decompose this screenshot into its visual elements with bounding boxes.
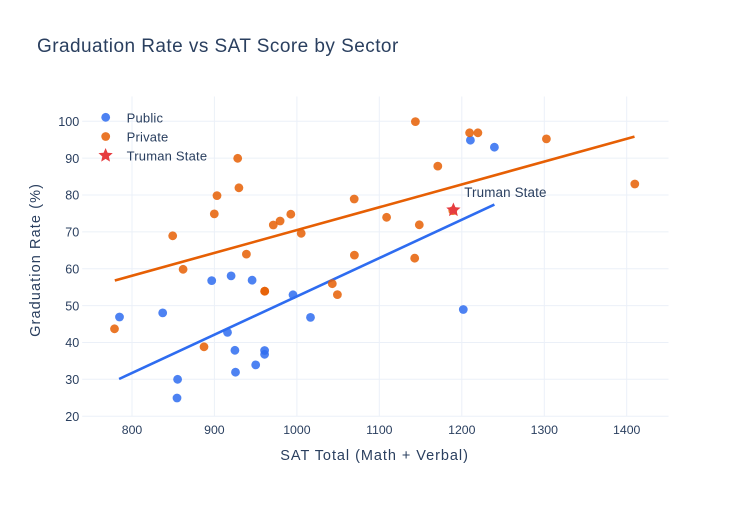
svg-text:SAT Total (Math + Verbal): SAT Total (Math + Verbal) xyxy=(280,448,469,464)
svg-text:80: 80 xyxy=(65,189,79,203)
svg-text:90: 90 xyxy=(65,152,79,166)
svg-text:70: 70 xyxy=(65,226,79,240)
svg-text:900: 900 xyxy=(204,423,225,437)
svg-text:Truman State: Truman State xyxy=(464,185,546,200)
svg-text:Public: Public xyxy=(127,110,164,125)
svg-text:Private: Private xyxy=(127,129,169,144)
svg-text:30: 30 xyxy=(65,373,79,387)
svg-text:40: 40 xyxy=(65,336,79,350)
svg-text:1400: 1400 xyxy=(613,423,641,437)
svg-text:1000: 1000 xyxy=(283,423,311,437)
svg-text:1300: 1300 xyxy=(531,423,559,437)
svg-text:20: 20 xyxy=(65,410,79,424)
svg-text:100: 100 xyxy=(58,115,79,129)
svg-text:Graduation Rate vs SAT Score b: Graduation Rate vs SAT Score by Sector xyxy=(37,36,399,57)
svg-text:50: 50 xyxy=(65,299,79,313)
svg-text:Truman State: Truman State xyxy=(127,148,208,163)
svg-text:1200: 1200 xyxy=(448,423,476,437)
svg-text:1100: 1100 xyxy=(366,423,393,437)
svg-text:800: 800 xyxy=(122,423,143,437)
svg-text:Graduation Rate (%): Graduation Rate (%) xyxy=(28,183,44,337)
svg-text:60: 60 xyxy=(65,262,79,276)
